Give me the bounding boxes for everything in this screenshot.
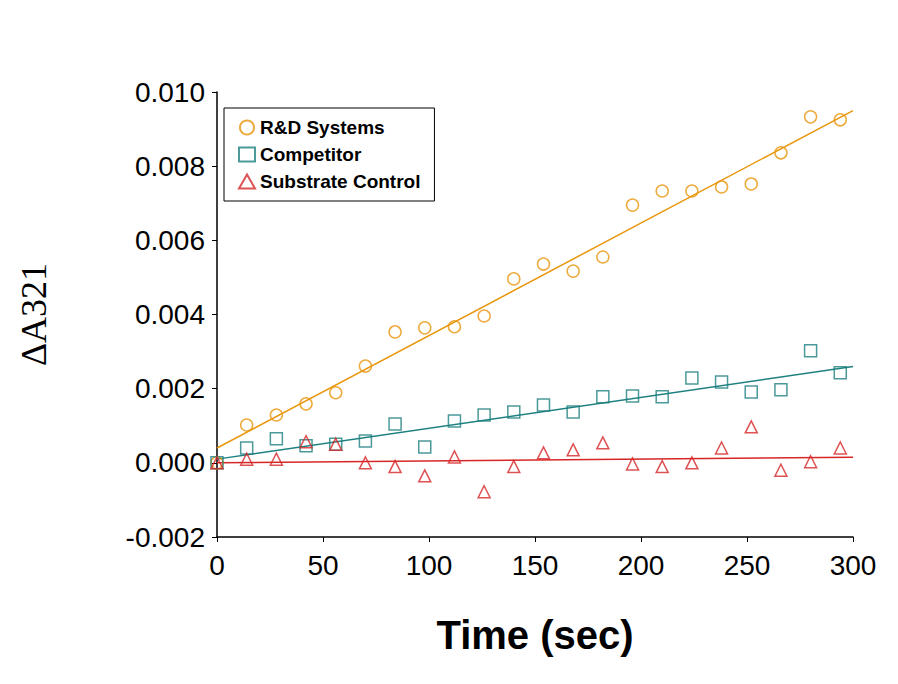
svg-text:0: 0: [209, 550, 225, 581]
svg-text:0.000: 0.000: [135, 447, 205, 478]
svg-text:Substrate Control: Substrate Control: [260, 171, 420, 192]
svg-text:ΔA321: ΔA321: [14, 263, 54, 366]
svg-text:0.004: 0.004: [135, 299, 205, 330]
svg-text:200: 200: [618, 550, 665, 581]
svg-text:0.006: 0.006: [135, 225, 205, 256]
svg-text:Competitor: Competitor: [260, 144, 362, 165]
svg-text:150: 150: [512, 550, 559, 581]
svg-text:0.002: 0.002: [135, 373, 205, 404]
svg-text:50: 50: [307, 550, 338, 581]
svg-text:-0.002: -0.002: [126, 522, 205, 553]
svg-text:0.010: 0.010: [135, 77, 205, 108]
svg-text:Time (sec): Time (sec): [436, 613, 633, 657]
svg-text:R&D Systems: R&D Systems: [260, 117, 385, 138]
svg-text:250: 250: [724, 550, 771, 581]
svg-text:300: 300: [830, 550, 877, 581]
svg-text:100: 100: [406, 550, 453, 581]
svg-text:0.008: 0.008: [135, 151, 205, 182]
